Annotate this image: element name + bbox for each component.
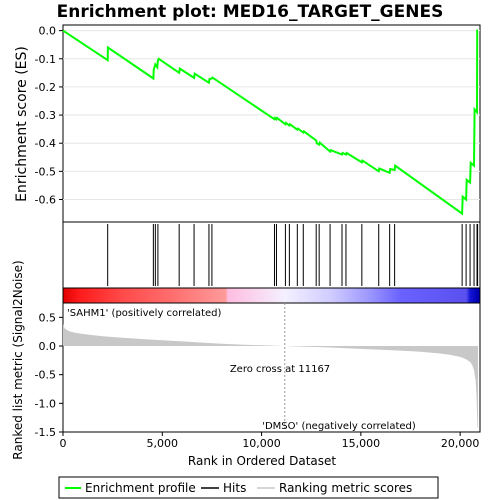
x-tick-label: 0	[60, 437, 67, 450]
legend-frame	[58, 476, 439, 499]
legend-label-enrichment-profile: Enrichment profile	[85, 481, 196, 495]
es-y-axis-label: Enrichment score (ES)	[14, 46, 30, 202]
legend-label-ranking-metric: Ranking metric scores	[279, 481, 412, 495]
es-ytick-label: -0.6	[35, 193, 56, 206]
metric-ytick-label: 0.0	[39, 340, 57, 353]
zero-cross-label: Zero cross at 11167	[230, 364, 330, 375]
legend-label-hits: Hits	[223, 481, 246, 495]
es-ytick-label: -0.5	[35, 165, 56, 178]
heatmap-gradient	[63, 288, 480, 303]
chart-title: Enrichment plot: MED16_TARGET_GENES	[57, 2, 444, 22]
metric-ytick-label: -0.5	[35, 369, 56, 382]
hits-panel	[62, 221, 481, 289]
metric-plot-frame	[62, 302, 481, 433]
es-ytick-label: -0.3	[35, 109, 56, 122]
es-ytick-label: -0.4	[35, 137, 56, 150]
es-ytick-label: 0.0	[39, 25, 57, 38]
ranked-metric-panel: 0.5 0.0 -0.5 -1.0 -1.5 0 5,000 10,000 15,000 20,…	[11, 260, 481, 468]
x-tick-label: 10,000	[242, 437, 281, 450]
metric-y-axis-label: Ranked list metric (Signal2Noise)	[11, 260, 25, 459]
x-tick-label: 20,000	[441, 437, 480, 450]
es-ytick-label: -0.2	[35, 81, 56, 94]
metric-ytick-label: -1.5	[35, 426, 56, 439]
enrichment-profile-line	[62, 29, 479, 216]
x-axis-label: Rank in Ordered Dataset	[188, 454, 336, 468]
enrichment-score-panel: 0.0 -0.1 -0.2 -0.3 -0.4 -0.5 -0.6 Enrichment s…	[14, 24, 481, 223]
metric-ytick-label: 0.5	[39, 311, 57, 324]
negative-correlation-label: 'DMSO' (negatively correlated)	[262, 421, 416, 432]
legend: Enrichment profile Hits Ranking metric s…	[58, 476, 439, 499]
es-ytick-label: -0.1	[35, 53, 56, 66]
ranking-metric-area	[63, 323, 478, 428]
x-tick-label: 5,000	[147, 437, 179, 450]
hits-frame	[62, 221, 481, 289]
x-tick-label: 15,000	[342, 437, 381, 450]
positive-correlation-label: 'SAHM1' (positively correlated)	[67, 308, 221, 319]
ranking-heatmap-bar	[62, 287, 481, 304]
es-plot-frame	[62, 24, 481, 223]
metric-ytick-label: -1.0	[35, 397, 56, 410]
